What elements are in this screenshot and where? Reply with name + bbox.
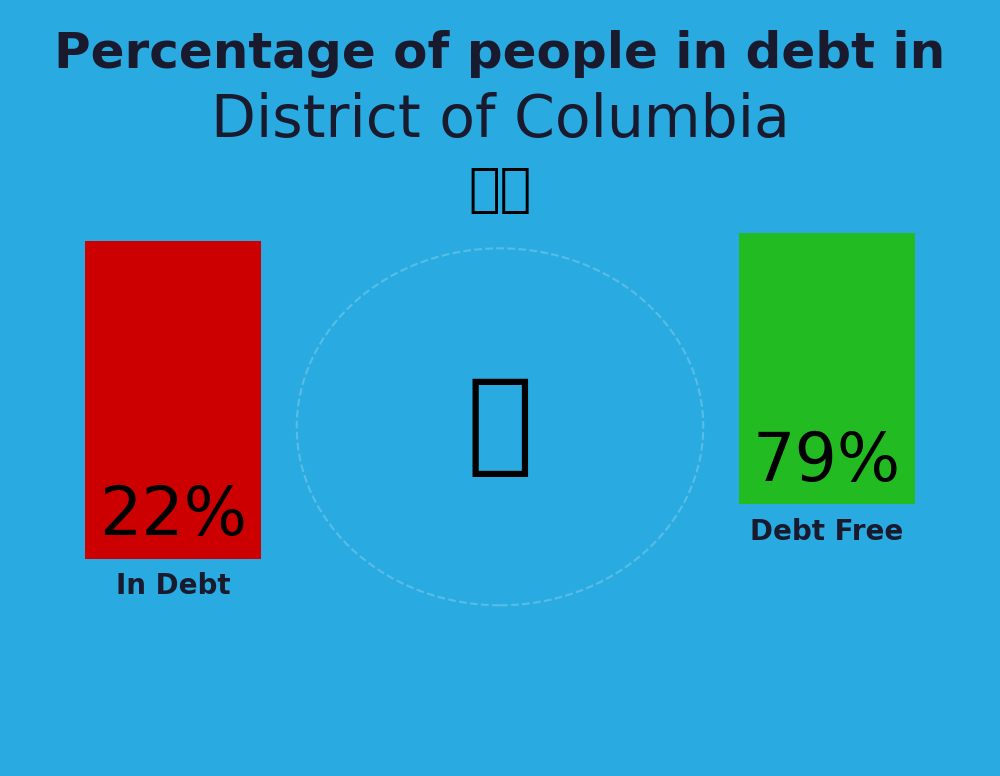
Text: 🏦: 🏦 bbox=[467, 373, 533, 480]
Text: In Debt: In Debt bbox=[116, 572, 230, 600]
FancyBboxPatch shape bbox=[85, 241, 261, 559]
Text: 79%: 79% bbox=[753, 428, 901, 495]
FancyBboxPatch shape bbox=[739, 233, 915, 504]
Text: Debt Free: Debt Free bbox=[750, 518, 904, 546]
Text: District of Columbia: District of Columbia bbox=[211, 92, 789, 149]
Text: Percentage of people in debt in: Percentage of people in debt in bbox=[54, 30, 946, 78]
Text: 🇺🇸: 🇺🇸 bbox=[468, 164, 532, 217]
Text: 22%: 22% bbox=[99, 483, 247, 549]
